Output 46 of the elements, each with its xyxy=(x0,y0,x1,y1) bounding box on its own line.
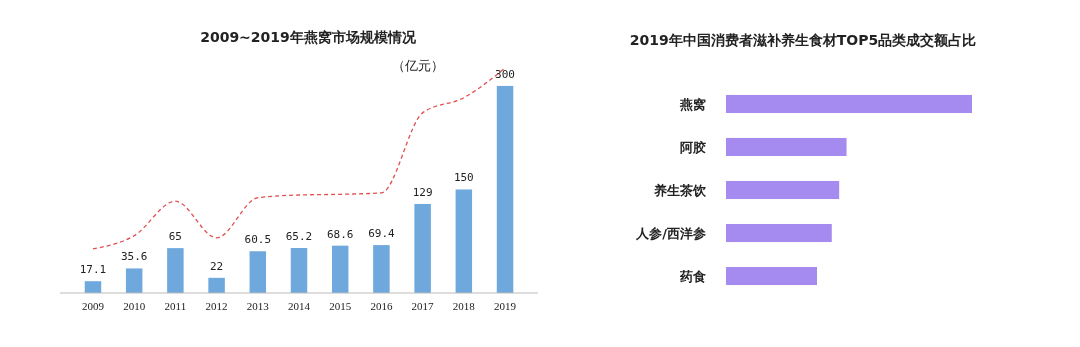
bar xyxy=(167,248,184,293)
x-tick-label: 2019 xyxy=(494,300,517,312)
data-label: 17.1 xyxy=(79,263,107,277)
data-label: 150 xyxy=(453,171,474,185)
bar xyxy=(726,266,818,286)
bar xyxy=(208,277,225,293)
y-axis-title: （亿元） xyxy=(392,58,444,73)
bar xyxy=(455,189,473,293)
x-tick-label: 2012 xyxy=(205,300,228,312)
x-tick-label: 2009 xyxy=(81,300,105,312)
bar xyxy=(496,85,514,293)
data-label: 300 xyxy=(495,67,515,81)
bar xyxy=(373,245,390,293)
bar xyxy=(125,268,143,293)
x-tick-label: 2016 xyxy=(370,300,393,312)
x-tick-label: 2015 xyxy=(329,300,352,312)
x-tick-label: 2018 xyxy=(452,300,476,312)
data-label: 22 xyxy=(209,259,224,273)
data-label: 60.5 xyxy=(244,233,272,247)
x-tick-label: 2010 xyxy=(123,300,146,312)
bar xyxy=(249,251,267,293)
bar xyxy=(726,137,847,157)
bar xyxy=(290,248,308,293)
x-tick-label: 2017 xyxy=(411,300,435,312)
y-tick-label: 药食 xyxy=(679,269,706,285)
x-tick-label: 2011 xyxy=(164,300,187,312)
y-tick-label: 人参/西洋参 xyxy=(635,226,706,242)
chart-title: 2019年中国消费者滋补养生食材TOP5品类成交额占比 xyxy=(629,32,977,48)
bar xyxy=(726,94,972,114)
bar xyxy=(726,223,832,243)
bar xyxy=(84,281,102,293)
y-tick-label: 养生茶饮 xyxy=(653,183,707,198)
chart-title: 2009~2019年燕窝市场规模情况 xyxy=(200,29,417,45)
data-label: 65.2 xyxy=(285,230,313,243)
y-tick-label: 燕窝 xyxy=(679,96,706,112)
bar xyxy=(726,180,840,200)
data-label: 69.4 xyxy=(368,227,396,241)
x-tick-label: 2014 xyxy=(288,300,311,312)
data-label: 68.6 xyxy=(326,227,354,241)
bar xyxy=(331,245,349,293)
x-tick-label: 2013 xyxy=(246,300,270,312)
data-label: 65 xyxy=(168,230,182,244)
y-tick-label: 阿胶 xyxy=(680,139,706,155)
data-label: 129 xyxy=(412,185,433,199)
data-label: 35.6 xyxy=(120,250,148,264)
bar xyxy=(414,203,431,293)
